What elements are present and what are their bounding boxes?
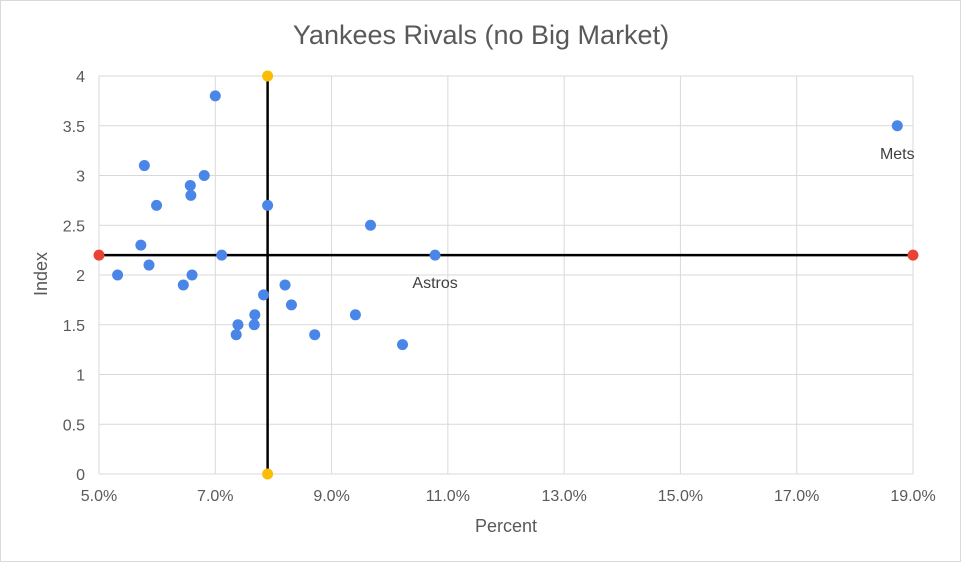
x-tick-label: 19.0% <box>890 488 935 505</box>
data-point <box>232 319 244 331</box>
data-point <box>186 269 198 281</box>
data-point <box>209 90 221 102</box>
y-tick-label: 4 <box>76 69 85 86</box>
horizontal-line-endpoint <box>93 249 105 261</box>
data-point <box>198 170 210 181</box>
y-axis-ticks: 0 0.5 1 1.5 2 2.5 3 3.5 4 <box>63 69 85 484</box>
horizontal-line-endpoint <box>907 249 919 261</box>
y-tick-label: 2.5 <box>63 218 85 235</box>
y-tick-label: 1.5 <box>63 318 85 335</box>
data-point <box>138 160 150 172</box>
y-tick-label: 3.5 <box>63 119 85 136</box>
y-tick-label: 3 <box>76 169 85 186</box>
annotation-label: Astros <box>412 275 457 292</box>
data-point <box>279 279 291 291</box>
x-tick-label: 17.0% <box>774 488 819 505</box>
data-point <box>185 189 197 201</box>
data-point <box>258 289 270 301</box>
data-point <box>262 199 274 211</box>
data-point <box>112 269 124 281</box>
x-axis-title: Percent <box>475 516 537 536</box>
y-tick-label: 2 <box>76 268 85 285</box>
x-tick-label: 9.0% <box>313 488 349 505</box>
x-tick-label: 15.0% <box>658 488 703 505</box>
data-point <box>285 299 297 311</box>
data-point <box>230 329 242 341</box>
data-point <box>349 309 361 321</box>
grid <box>98 75 914 475</box>
annotations: Mets Astros <box>412 146 914 292</box>
data-point <box>249 309 261 321</box>
x-tick-label: 5.0% <box>81 488 117 505</box>
x-tick-label: 7.0% <box>197 488 233 505</box>
data-point <box>309 329 321 341</box>
data-points <box>112 90 903 351</box>
data-point <box>891 120 903 132</box>
data-point <box>216 249 228 261</box>
data-point <box>184 179 196 191</box>
data-point <box>151 199 163 211</box>
vertical-line-endpoint <box>262 70 274 82</box>
data-point <box>429 249 441 261</box>
annotation-label: Mets <box>880 146 915 163</box>
data-point <box>135 239 147 251</box>
data-point <box>365 219 377 231</box>
y-axis-title: Index <box>31 252 51 296</box>
data-point <box>248 319 260 331</box>
data-point <box>143 259 155 271</box>
x-tick-label: 11.0% <box>426 488 470 505</box>
y-tick-label: 1 <box>76 368 85 385</box>
data-point <box>397 339 409 351</box>
chart-title: Yankees Rivals (no Big Market) <box>293 20 669 50</box>
data-point <box>177 279 189 291</box>
vertical-line-endpoint <box>262 468 274 480</box>
reference-lines <box>93 70 919 480</box>
y-tick-label: 0.5 <box>63 417 85 434</box>
x-tick-label: 13.0% <box>541 488 586 505</box>
x-axis-ticks: 5.0% 7.0% 9.0% 11.0% 13.0% 15.0% 17.0% 19.0% <box>81 488 936 505</box>
y-tick-label: 0 <box>76 467 85 484</box>
